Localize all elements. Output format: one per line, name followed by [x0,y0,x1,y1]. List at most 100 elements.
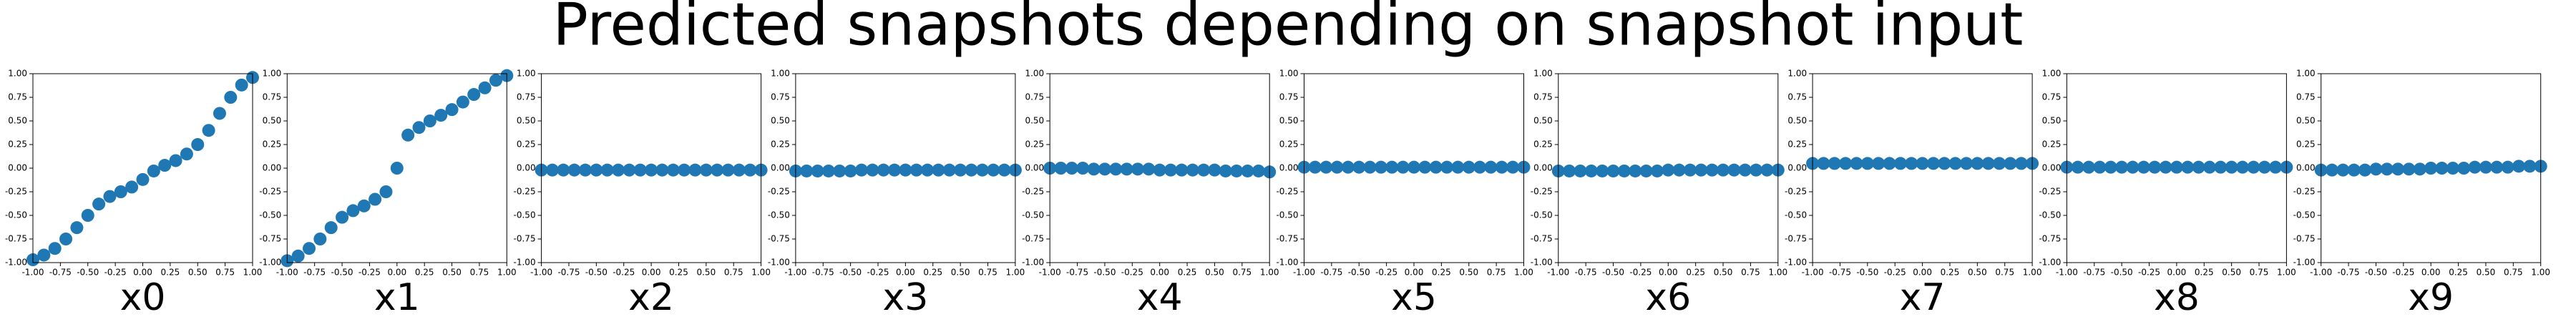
x-axis-label: x7 [1900,276,1946,319]
x-axis-label: x6 [1645,276,1691,319]
scatter-point [1241,164,1254,177]
scatter-point [2326,163,2339,177]
x-tick-label: 0.25 [415,268,434,278]
x-tick-label: -0.75 [1066,268,1088,278]
axes-frame [795,73,1016,263]
scatter-point [623,163,636,177]
scatter-point [81,209,94,222]
x-tick-label: 1.00 [1260,268,1279,278]
scatter-point [412,121,426,135]
x-tick-label: 1.00 [2023,268,2042,278]
scatter-point [1330,160,1344,174]
y-tick-label: 0.25 [1533,140,1553,150]
x-tick-label: 0.50 [1968,268,1987,278]
scatter-point [2523,160,2537,173]
scatter-point [2413,162,2426,176]
y-tick-label: 0.75 [1787,92,1807,102]
scatter-point [1054,162,1068,175]
scatter-point [743,163,757,177]
y-tick-label: 0.25 [8,140,27,150]
scatter-point [48,242,62,255]
y-tick-label: 0.00 [1279,163,1299,173]
scatter-point [103,190,117,203]
x-tick-label: 1.00 [1006,268,1025,278]
x-tick-label: -0.50 [839,268,862,278]
scatter-point [2126,160,2140,174]
y-tick-label: 0.75 [2296,92,2316,102]
scatter-point [125,180,139,194]
scatter-point [1142,162,1156,176]
scatter-point [456,95,469,109]
y-tick-label: -1.00 [5,258,27,268]
y-tick-label: 0.75 [8,92,27,102]
y-tick-label: -0.50 [5,210,27,220]
scatter-point [1926,157,1940,170]
y-tick-label: 0.50 [517,116,536,126]
scatter-point [1662,163,1675,177]
x-tick-label: 0.00 [2421,268,2441,278]
x-tick-label: 0.25 [1432,268,1451,278]
x-tick-label: 0.00 [1150,268,1169,278]
y-tick-label: -0.75 [2039,234,2061,244]
x-axis-label: x4 [1137,276,1183,319]
scatter-point [1893,157,1907,170]
scatter-point [666,163,680,177]
scatter-point [2247,160,2260,174]
x-tick-label: -0.25 [2392,268,2414,278]
y-tick-label: 0.50 [1279,116,1299,126]
x-tick-label: 0.00 [642,268,661,278]
scatter-point [2347,163,2361,177]
scatter-point [1396,160,1410,174]
scatter-point [1164,163,1178,177]
y-tick-label: 0.25 [1025,140,1044,150]
y-tick-label: 0.00 [2296,163,2316,173]
x-tick-label: -1.00 [2310,268,2332,278]
x-tick-label: -0.75 [2338,268,2360,278]
scatter-point [357,199,371,213]
scatter-point [655,163,669,177]
y-tick-label: -0.25 [1785,187,1807,197]
scatter-point [147,164,160,177]
y-tick-label: 1.00 [771,69,790,79]
y-tick-label: -0.25 [5,187,27,197]
x-axis-label: x8 [2154,276,2200,319]
axes-frame [1812,73,2033,263]
y-tick-label: -0.75 [2293,234,2316,244]
scatter-point [1197,163,1211,177]
y-tick-label: 0.25 [517,140,536,150]
x-tick-label: -0.75 [49,268,72,278]
x-tick-label: -1.00 [1547,268,1569,278]
scatter-point [567,163,581,177]
scatter-point [1584,164,1598,177]
scatter-point [489,74,502,87]
x-tick-label: -0.25 [104,268,127,278]
x-tick-label: -0.50 [2111,268,2133,278]
scatter-point [932,163,945,177]
x-tick-label: 0.25 [2449,268,2468,278]
scatter-point [965,163,978,177]
scatter-point [2269,160,2283,174]
scatter-point [213,107,226,120]
scatter-point [2258,160,2271,174]
scatter-point [2358,163,2372,177]
scatter-point [2014,157,2028,170]
x-tick-label: 0.75 [2250,268,2269,278]
x-axis-label: x9 [2408,276,2454,319]
y-tick-label: -0.75 [768,234,790,244]
scatter-point [1860,157,1874,170]
y-tick-label: -0.50 [768,210,790,220]
x-tick-label: -0.25 [1884,268,1906,278]
y-tick-label: 0.25 [771,140,790,150]
y-tick-label: -0.50 [2039,210,2061,220]
scatter-point [336,210,349,224]
y-tick-label: -1.00 [259,258,281,268]
scatter-point [699,163,713,177]
x-tick-label: -0.50 [331,268,353,278]
scatter-point [811,164,824,177]
y-tick-label: 0.75 [1279,92,1299,102]
x-tick-label: 0.25 [669,268,688,278]
scatter-point [1131,162,1144,176]
scatter-point [1617,164,1631,177]
y-tick-label: -1.00 [1022,258,1044,268]
